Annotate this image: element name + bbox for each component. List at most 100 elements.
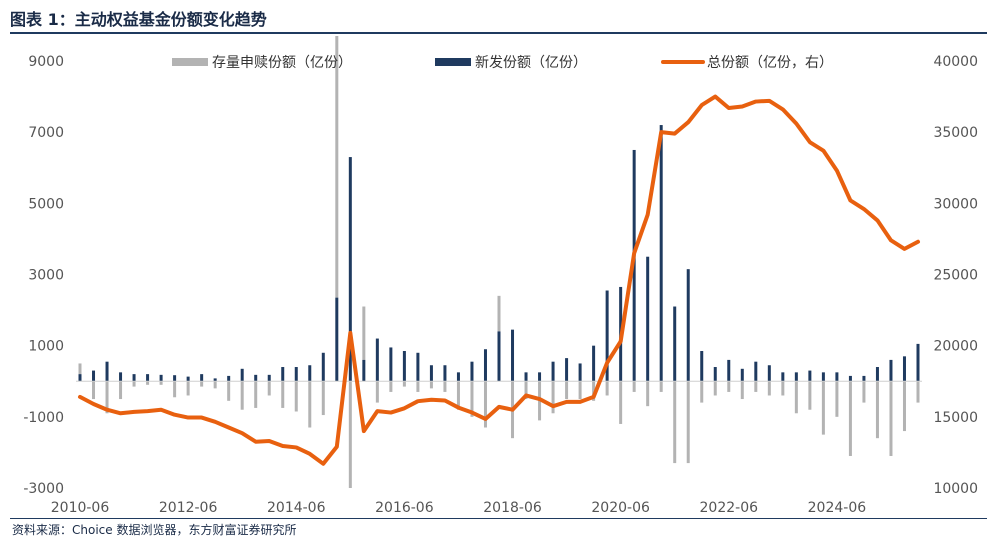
legend: 存量申赎份额（亿份） 新发份额（亿份） 总份额（亿份，右） xyxy=(172,54,833,71)
existing-redemption-bar xyxy=(267,381,271,396)
new-issuance-bar xyxy=(335,297,339,382)
new-issuance-bar xyxy=(902,356,906,382)
right-tick-label: 40000 xyxy=(933,54,978,70)
new-issuance-bar xyxy=(281,367,285,382)
existing-redemption-bar xyxy=(240,381,244,410)
new-issuance-bar xyxy=(308,365,312,382)
new-issuance-bar xyxy=(727,359,731,382)
existing-redemption-bar xyxy=(119,381,123,400)
existing-redemption-bar xyxy=(713,381,717,396)
x-tick-label: 2020-06 xyxy=(591,500,650,516)
chart-svg: -3000 -1000 1000 3000 5000 7000 9000 10000 1500… xyxy=(23,36,978,516)
new-issuance-bar xyxy=(578,363,582,382)
new-issuance-bar xyxy=(92,370,96,382)
existing-redemption-bar xyxy=(227,381,231,401)
existing-redemption-bar xyxy=(470,381,474,417)
right-tick-label: 15000 xyxy=(933,410,978,426)
new-issuance-bar xyxy=(227,375,231,382)
new-issuance-bar xyxy=(173,375,177,382)
existing-redemption-bar xyxy=(659,381,663,392)
left-tick-label: 9000 xyxy=(28,54,64,70)
new-issuance-bar xyxy=(429,365,433,382)
x-tick-label: 2022-06 xyxy=(700,500,759,516)
footer-divider xyxy=(10,518,987,519)
legend-label: 存量申赎份额（亿份） xyxy=(212,54,352,71)
left-tick-label: 3000 xyxy=(28,268,64,284)
existing-redemption-bar xyxy=(578,381,582,400)
left-tick-label: 1000 xyxy=(28,339,64,355)
existing-redemption-bar xyxy=(132,381,136,387)
new-issuance-bar xyxy=(132,374,136,382)
new-issuance-bar xyxy=(402,351,406,382)
legend-swatch xyxy=(435,58,471,66)
new-issuance-bar xyxy=(565,358,569,382)
existing-redemption-bar xyxy=(200,381,204,387)
new-issuance-bar xyxy=(348,157,352,382)
new-issuance-bar xyxy=(848,375,852,382)
existing-redemption-bar xyxy=(524,381,528,400)
existing-redemption-bar xyxy=(497,295,501,332)
existing-redemption-bar xyxy=(875,381,879,439)
new-issuance-bar xyxy=(524,372,528,382)
x-tick-label: 2014-06 xyxy=(267,500,326,516)
left-tick-label: -3000 xyxy=(23,481,64,497)
new-issuance-bar xyxy=(470,361,474,382)
new-issuance-bar xyxy=(375,338,379,382)
new-issuance-bar xyxy=(416,352,420,382)
new-issuance-bars xyxy=(78,125,920,382)
existing-redemption-bar xyxy=(916,381,920,403)
title-divider xyxy=(10,32,987,34)
right-tick-label: 30000 xyxy=(933,196,978,212)
new-issuance-bar xyxy=(754,361,758,382)
existing-redemption-bar xyxy=(348,381,352,488)
existing-redemption-bar xyxy=(186,381,190,396)
existing-redemption-bar xyxy=(794,381,798,414)
new-issuance-bar xyxy=(213,378,217,382)
new-issuance-bar xyxy=(862,375,866,382)
existing-redemption-bar xyxy=(375,381,379,403)
left-axis-ticks: -3000 -1000 1000 3000 5000 7000 9000 xyxy=(23,54,64,497)
existing-redemption-bar xyxy=(767,381,771,396)
x-tick-label: 2024-06 xyxy=(808,500,867,516)
new-issuance-bar xyxy=(159,374,163,382)
legend-label: 新发份额（亿份） xyxy=(475,55,587,71)
existing-redemption-bar xyxy=(835,381,839,417)
new-issuance-bar xyxy=(659,125,663,382)
existing-redemption-bar xyxy=(159,381,163,385)
existing-redemption-bar xyxy=(889,381,893,456)
existing-redemption-bar xyxy=(335,36,339,298)
new-issuance-bar xyxy=(78,374,82,382)
existing-redemption-bar xyxy=(686,381,690,464)
existing-redemption-bar xyxy=(254,381,258,408)
existing-redemption-bar xyxy=(740,381,744,400)
existing-redemption-bar xyxy=(848,381,852,456)
existing-redemption-bar xyxy=(551,381,555,414)
existing-redemption-bar xyxy=(308,381,312,428)
existing-redemption-bar xyxy=(173,381,177,398)
new-issuance-bar xyxy=(740,368,744,382)
new-issuance-bar xyxy=(713,367,717,382)
existing-redemption-bar xyxy=(105,381,109,414)
new-issuance-bar xyxy=(875,367,879,382)
existing-redemption-bar xyxy=(754,381,758,392)
right-tick-label: 35000 xyxy=(933,125,978,141)
existing-redemption-bar xyxy=(619,381,623,424)
existing-redemption-bar xyxy=(727,381,731,392)
new-issuance-bar xyxy=(200,374,204,382)
existing-redemption-bar xyxy=(632,381,636,392)
new-issuance-bar xyxy=(254,374,258,382)
new-issuance-bar xyxy=(105,361,109,382)
new-issuance-bar xyxy=(146,374,150,382)
existing-redemption-bar xyxy=(389,381,393,392)
existing-redemption-bar xyxy=(443,381,447,392)
existing-redemption-bar xyxy=(902,381,906,432)
existing-redemption-bar xyxy=(294,381,298,412)
right-tick-label: 20000 xyxy=(933,339,978,355)
new-issuance-bar xyxy=(538,372,542,382)
existing-redemption-bar xyxy=(821,381,825,435)
new-issuance-bar xyxy=(186,376,190,382)
new-issuance-bar xyxy=(794,372,798,382)
existing-redemption-bar xyxy=(456,381,460,410)
new-issuance-bar xyxy=(362,359,366,382)
new-issuance-bar xyxy=(119,372,123,382)
